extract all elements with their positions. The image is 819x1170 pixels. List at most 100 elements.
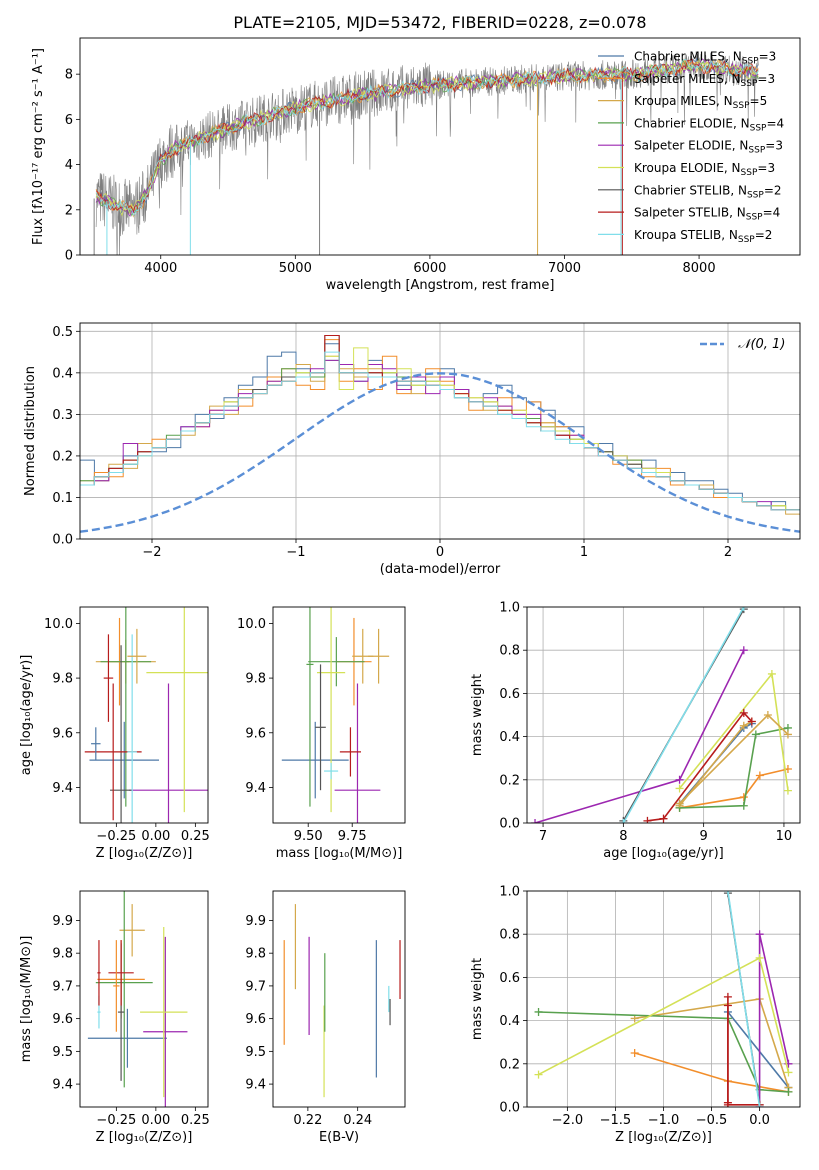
y-axis-label: age [log₁₀(age/yr)] bbox=[19, 655, 34, 776]
x-axis-label: E(B-V) bbox=[319, 1130, 359, 1145]
x-tick-label: 9.50 bbox=[294, 829, 323, 844]
mass-vs-ebv-panel: 0.22 0.24 9.4 9.5 9.6 9.7 9.8 9.9 E(B-V) bbox=[245, 890, 406, 1145]
model-spectrum-line bbox=[95, 59, 759, 216]
x-tick-label: 5000 bbox=[279, 261, 312, 276]
legend-subscript: SSP bbox=[748, 146, 765, 156]
weight-marker bbox=[723, 992, 732, 1001]
legend-label: Salpeter ELODIE, NSSP=3 bbox=[634, 139, 783, 156]
x-tick-label: −0.5 bbox=[696, 1113, 728, 1128]
residual-histogram-panel: −2 −1 0 1 2 0.0 0.1 0.2 0.3 0.4 0.5 (data-model)/er… bbox=[23, 322, 801, 577]
legend-label: Chabrier STELIB, NSSP=2 bbox=[634, 183, 782, 200]
weight-marker bbox=[784, 1087, 793, 1096]
legend-subscript: SSP bbox=[741, 79, 758, 89]
legend-text: =2 bbox=[755, 228, 773, 242]
legend-subscript: SSP bbox=[746, 213, 763, 223]
y-tick-label: 10.0 bbox=[44, 617, 73, 632]
x-tick-label: 4000 bbox=[144, 261, 177, 276]
legend-text: =3 bbox=[757, 161, 775, 175]
x-tick-label: 9 bbox=[700, 829, 708, 844]
legend-text: =4 bbox=[763, 206, 781, 220]
legend-label: 𝒩(0, 1) bbox=[738, 337, 785, 352]
plot-area bbox=[534, 891, 793, 1107]
x-axis-label: (data-model)/error bbox=[380, 562, 501, 577]
weight-marker bbox=[534, 1007, 543, 1016]
y-tick-label: 9.8 bbox=[52, 672, 73, 687]
legend-label: Kroupa ELODIE, NSSP=3 bbox=[634, 161, 775, 178]
weight-marker bbox=[630, 1049, 639, 1057]
x-axis-label: Z [log₁₀(Z/Z⊙)] bbox=[96, 1130, 193, 1145]
y-tick-label: 2 bbox=[65, 203, 73, 218]
weight-marker bbox=[534, 1070, 543, 1079]
legend-text: =4 bbox=[766, 116, 784, 130]
y-tick-label: 9.6 bbox=[52, 726, 73, 741]
weight-line bbox=[647, 711, 753, 822]
y-tick-label: 0.1 bbox=[52, 491, 73, 506]
legend-text: =3 bbox=[757, 72, 775, 86]
legend-text: Kroupa MILES, N bbox=[634, 94, 733, 108]
legend-text: Salpeter MILES, N bbox=[634, 72, 741, 86]
spectrum-panel: 4000 5000 6000 7000 8000 0 2 4 6 8 wavelength [Ang… bbox=[31, 37, 801, 293]
legend-text: Chabrier STELIB, N bbox=[634, 183, 747, 197]
y-tick-label: 0.0 bbox=[52, 533, 73, 548]
weight-marker bbox=[723, 1001, 732, 1010]
weight-marker bbox=[739, 793, 748, 802]
legend-text: Kroupa STELIB, N bbox=[634, 228, 738, 242]
weight-marker bbox=[747, 717, 756, 726]
x-tick-label: −2.0 bbox=[552, 1113, 584, 1128]
x-tick-label: 1 bbox=[580, 545, 588, 560]
axes-frame bbox=[79, 606, 209, 824]
weight-line bbox=[679, 713, 789, 805]
x-tick-label: 0.00 bbox=[141, 1113, 170, 1128]
x-axis-label: age [log₁₀(age/yr)] bbox=[603, 846, 724, 861]
x-tick-label: −2 bbox=[142, 545, 161, 560]
axes-frame bbox=[79, 890, 209, 1108]
legend: 𝒩(0, 1) bbox=[700, 337, 785, 352]
legend-label: Kroupa MILES, NSSP=5 bbox=[634, 94, 767, 111]
y-tick-label: 9.5 bbox=[245, 1045, 266, 1060]
histogram-step-line bbox=[80, 335, 800, 515]
model-spectrum-line bbox=[95, 58, 759, 217]
weight-line bbox=[622, 607, 745, 823]
histogram-step-line bbox=[80, 351, 800, 515]
y-tick-label: 0.8 bbox=[499, 928, 520, 943]
histogram-step-line bbox=[80, 359, 800, 515]
x-tick-label: 8 bbox=[619, 829, 627, 844]
y-tick-label: 9.4 bbox=[52, 1078, 73, 1093]
x-axis-label: Z [log₁₀(Z/Z⊙)] bbox=[615, 1130, 712, 1145]
legend-label: Kroupa STELIB, NSSP=2 bbox=[634, 228, 772, 245]
x-axis-label: wavelength [Angstrom, rest frame] bbox=[326, 278, 555, 293]
y-tick-label: 0.4 bbox=[52, 366, 73, 381]
weight-marker bbox=[723, 1098, 732, 1107]
weight-line bbox=[727, 1011, 790, 1089]
axes-frame bbox=[526, 890, 801, 1108]
x-tick-label: 7000 bbox=[548, 261, 581, 276]
x-tick-label: 7 bbox=[539, 829, 547, 844]
weight-marker bbox=[675, 799, 684, 808]
weight-marker bbox=[659, 814, 668, 823]
x-tick-label: 0.24 bbox=[343, 1113, 372, 1128]
x-tick-label: 0.22 bbox=[293, 1113, 322, 1128]
y-tick-label: 10.0 bbox=[237, 617, 266, 632]
legend-label: Salpeter STELIB, NSSP=4 bbox=[634, 206, 780, 223]
y-tick-label: 4 bbox=[65, 158, 73, 173]
weight-marker bbox=[783, 786, 792, 795]
plot-area bbox=[281, 607, 390, 823]
legend-text: Chabrier MILES, N bbox=[634, 50, 742, 64]
x-tick-label: 0.25 bbox=[181, 829, 210, 844]
model-spectrum-line bbox=[95, 57, 759, 215]
normal-distribution-curve bbox=[80, 372, 800, 533]
weight-marker bbox=[755, 953, 764, 962]
x-tick-label: 0.0 bbox=[749, 1113, 770, 1128]
axes-frame bbox=[272, 890, 406, 1108]
y-tick-label: 0.5 bbox=[52, 325, 73, 340]
axes-frame bbox=[79, 37, 801, 256]
x-axis-label: Z [log₁₀(Z/Z⊙)] bbox=[96, 846, 193, 861]
axes-frame bbox=[79, 322, 801, 540]
y-tick-label: 0.0 bbox=[499, 817, 520, 832]
y-tick-label: 9.5 bbox=[52, 1045, 73, 1060]
y-tick-label: 0.4 bbox=[499, 730, 520, 745]
weight-marker bbox=[751, 730, 760, 739]
histogram-step-line bbox=[80, 335, 800, 515]
y-tick-label: 8 bbox=[65, 68, 73, 83]
